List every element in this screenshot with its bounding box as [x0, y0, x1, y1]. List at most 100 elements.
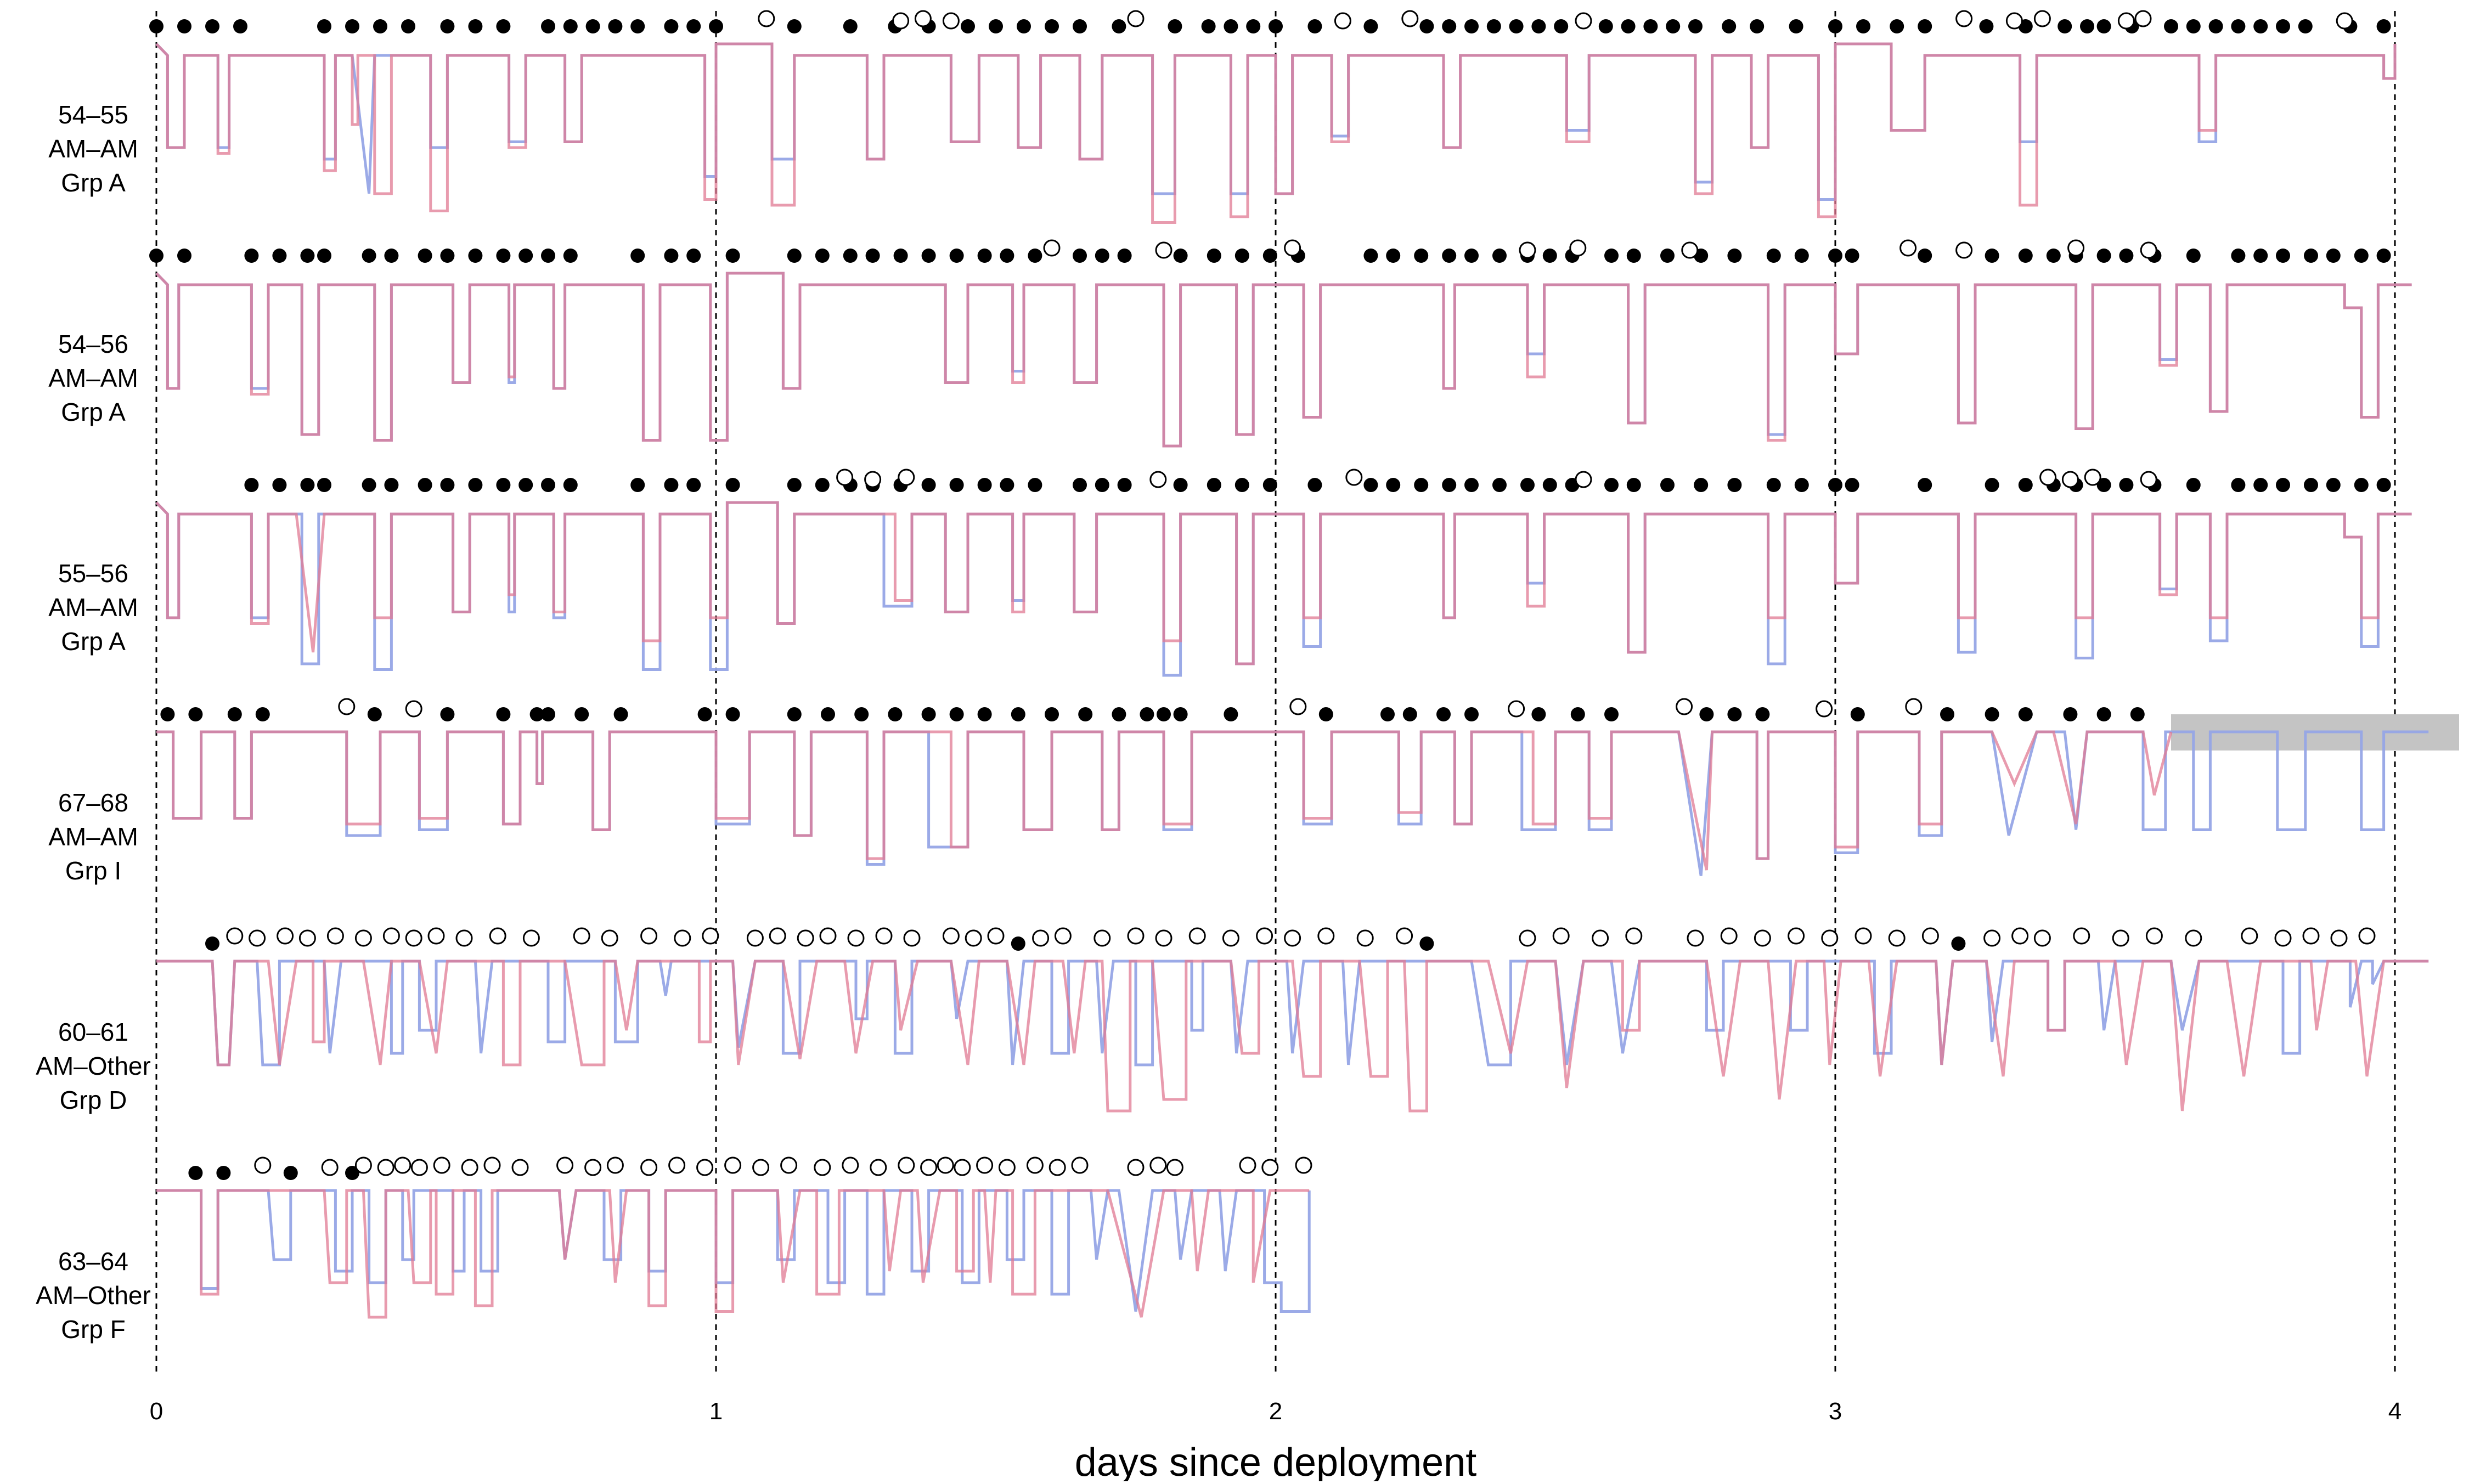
open-marker [2358, 927, 2376, 945]
filled-marker [1436, 707, 1451, 721]
filled-marker [1442, 19, 1457, 33]
open-marker [1821, 929, 1839, 947]
filled-marker [1699, 707, 1714, 721]
filled-marker [709, 19, 723, 33]
open-marker [914, 10, 932, 27]
filled-marker [725, 478, 740, 492]
filled-marker [664, 249, 679, 263]
open-marker [2033, 10, 2051, 27]
filled-marker [2326, 478, 2341, 492]
series-line-a [156, 1189, 1310, 1319]
filled-marker [1660, 478, 1675, 492]
panel-label-line: Grp I [65, 856, 121, 885]
open-marker [1592, 929, 1609, 947]
filled-marker [608, 19, 623, 33]
open-marker [898, 469, 915, 486]
filled-marker [787, 707, 802, 721]
open-marker [1983, 929, 2001, 947]
filled-marker [541, 249, 555, 263]
open-marker [2117, 12, 2135, 30]
filled-marker [1531, 19, 1546, 33]
panel-label-line: AM–Other [36, 1052, 151, 1080]
filled-marker [921, 707, 936, 721]
open-marker [226, 927, 244, 945]
filled-marker [977, 249, 992, 263]
open-marker [1043, 239, 1061, 257]
open-marker [1284, 929, 1301, 947]
open-marker [937, 1156, 954, 1174]
filled-marker [1073, 478, 1087, 492]
filled-marker [2096, 707, 2111, 721]
series-line-b [156, 1189, 1311, 1313]
filled-marker [949, 249, 964, 263]
filled-marker [1985, 249, 1999, 263]
filled-marker [1045, 19, 1059, 33]
open-marker [522, 929, 540, 947]
panel-label-line: Grp D [60, 1086, 127, 1114]
filled-marker [2119, 249, 2134, 263]
panel-label-line: Grp A [61, 627, 126, 656]
filled-marker [989, 19, 1003, 33]
filled-marker [1755, 707, 1770, 721]
filled-marker [1643, 19, 1658, 33]
filled-marker [1918, 249, 1932, 263]
filled-marker [244, 249, 259, 263]
open-marker [2330, 929, 2348, 947]
filled-marker [1542, 478, 1557, 492]
filled-marker [1789, 19, 1803, 33]
open-marker [2302, 927, 2320, 945]
x-tick-label: 1 [709, 1398, 723, 1425]
open-marker [987, 927, 1005, 945]
filled-marker [1442, 478, 1457, 492]
open-marker [1816, 700, 1833, 718]
filled-marker [1073, 249, 1087, 263]
open-marker [338, 698, 356, 715]
filled-marker [815, 249, 830, 263]
filled-marker [373, 19, 387, 33]
filled-marker [440, 249, 455, 263]
open-marker [249, 929, 266, 947]
open-marker [674, 929, 691, 947]
x-tick-label: 4 [2388, 1398, 2402, 1425]
open-marker [1054, 927, 1072, 945]
filled-marker [2130, 707, 2145, 721]
open-marker [2112, 929, 2129, 947]
filled-marker [1828, 19, 1842, 33]
filled-marker [1078, 707, 1093, 721]
open-marker [2145, 927, 2163, 945]
open-marker [2241, 927, 2258, 945]
open-marker [2140, 471, 2157, 488]
filled-marker [149, 19, 164, 33]
filled-marker [1442, 249, 1457, 263]
filled-marker [2186, 478, 2201, 492]
series-line-b [155, 501, 2412, 677]
filled-marker [686, 249, 701, 263]
panel-label-line: AM–AM [48, 134, 138, 163]
filled-marker [1017, 19, 1031, 33]
open-marker [455, 929, 473, 947]
panel-label-line: 63–64 [58, 1247, 128, 1276]
open-marker [1921, 927, 1939, 945]
open-marker [277, 927, 294, 945]
open-marker [1166, 1159, 1183, 1176]
filled-marker [2376, 249, 2391, 263]
filled-marker [630, 478, 645, 492]
filled-marker [1112, 19, 1126, 33]
filled-marker [1794, 249, 1809, 263]
open-marker [847, 929, 865, 947]
open-marker [1289, 698, 1307, 715]
filled-marker [1157, 707, 1171, 721]
filled-marker [1850, 707, 1865, 721]
filled-marker [2018, 478, 2033, 492]
filled-marker [2354, 249, 2369, 263]
filled-marker [1234, 249, 1249, 263]
filled-marker [1363, 478, 1378, 492]
panel-label-line: 54–55 [58, 100, 128, 129]
open-marker [1905, 698, 1923, 715]
filled-marker [205, 936, 219, 951]
filled-marker [1722, 19, 1737, 33]
open-marker [842, 1156, 859, 1174]
open-marker [1256, 927, 1273, 945]
open-marker [2084, 469, 2101, 486]
filled-marker [2080, 19, 2094, 33]
